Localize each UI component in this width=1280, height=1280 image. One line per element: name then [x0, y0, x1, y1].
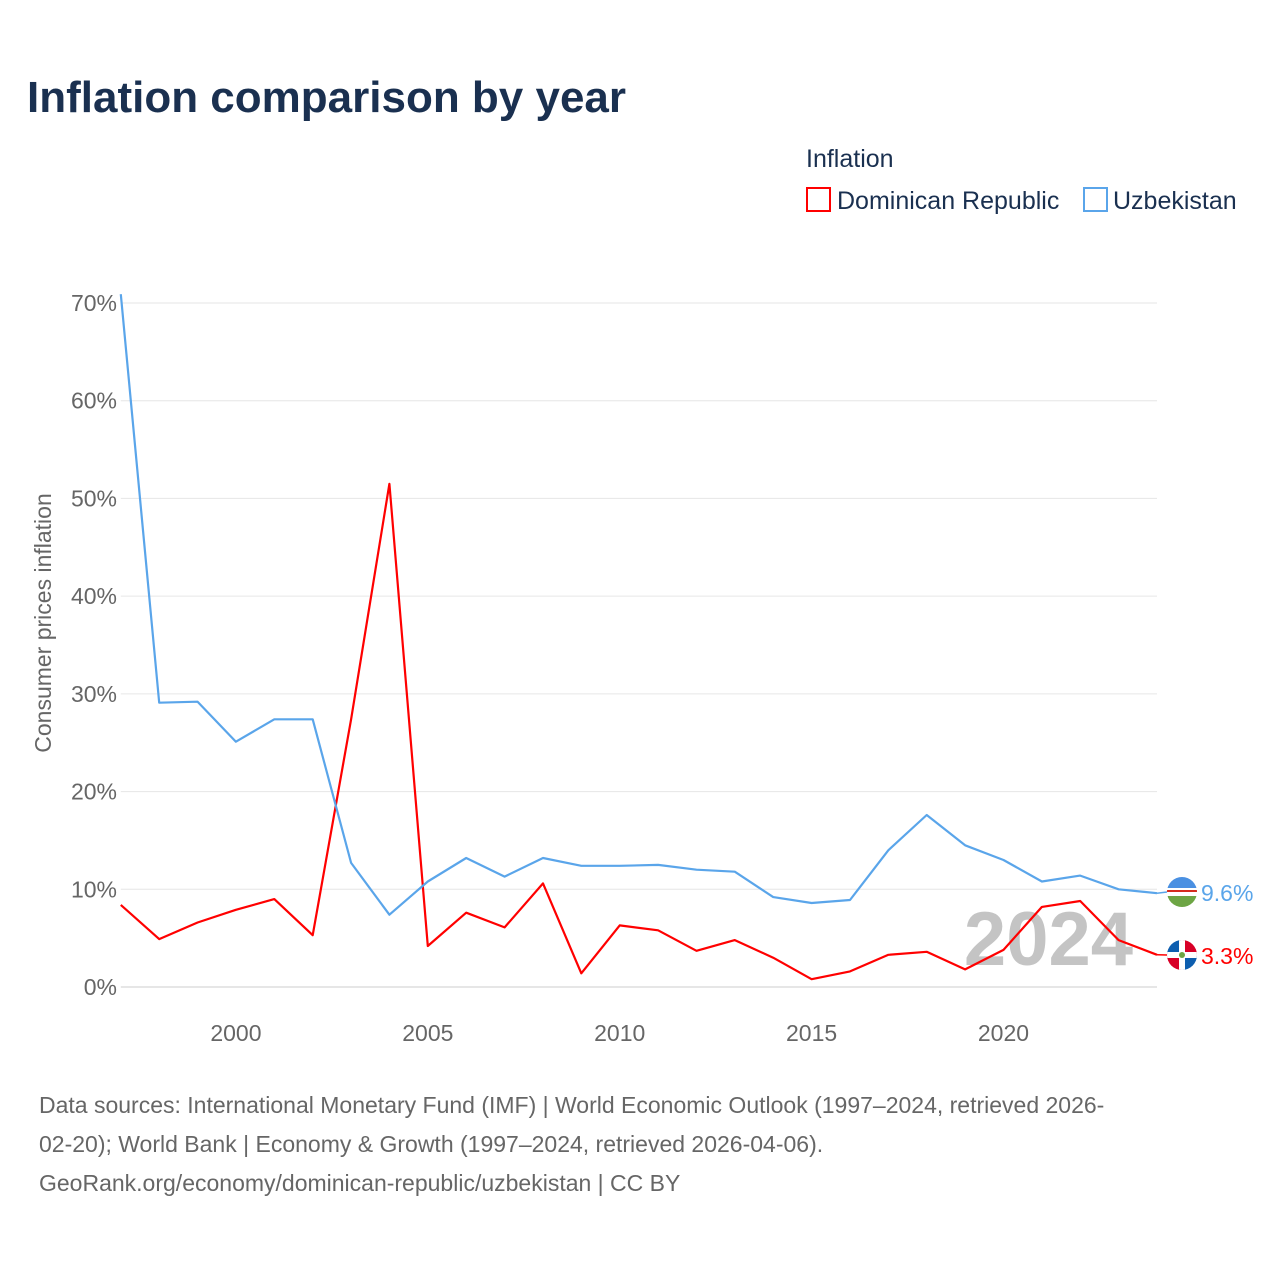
y-axis-label: Consumer prices inflation	[30, 493, 56, 753]
legend-swatch	[806, 187, 831, 212]
gridlines	[120, 302, 1157, 988]
legend-swatch	[1083, 187, 1108, 212]
legend-item-uzbekistan[interactable]: Uzbekistan	[1083, 187, 1237, 215]
chart-title: Inflation comparison by year	[27, 73, 626, 122]
end-connector-uzbekistan	[1156, 891, 1168, 894]
end-labels: 3.3% 9.6%	[1156, 880, 1253, 969]
footer-sources-line1: Data sources: International Monetary Fun…	[39, 1092, 1104, 1118]
uzbekistan-flag-icon	[1167, 877, 1197, 907]
x-axis: 2000 2005 2010 2015 2020	[210, 1020, 1029, 1046]
footer-attribution-link[interactable]: GeoRank.org/economy/dominican-republic/u…	[39, 1170, 680, 1196]
legend-title: Inflation	[806, 145, 894, 173]
y-tick-label: 60%	[71, 388, 117, 414]
x-tick-label: 2005	[402, 1020, 453, 1046]
y-tick-label: 10%	[71, 876, 117, 902]
x-tick-label: 2000	[210, 1020, 261, 1046]
dominican-republic-flag-icon	[1167, 940, 1197, 970]
footer-sources-line2: 02-20); World Bank | Economy & Growth (1…	[39, 1131, 823, 1157]
x-tick-label: 2010	[594, 1020, 645, 1046]
y-tick-label: 50%	[71, 485, 117, 511]
y-tick-label: 0%	[84, 974, 117, 1000]
end-value-label-dominican-republic: 3.3%	[1201, 943, 1253, 969]
x-tick-label: 2020	[978, 1020, 1029, 1046]
legend-label: Uzbekistan	[1113, 187, 1237, 215]
legend-label: Dominican Republic	[837, 187, 1059, 215]
y-axis: 0% 10% 20% 30% 40% 50% 60% 70%	[71, 290, 117, 1000]
y-tick-label: 70%	[71, 290, 117, 316]
y-tick-label: 40%	[71, 583, 117, 609]
x-tick-label: 2015	[786, 1020, 837, 1046]
end-value-label-uzbekistan: 9.6%	[1201, 880, 1253, 906]
series-line-uzbekistan	[119, 294, 1158, 916]
y-tick-label: 20%	[71, 779, 117, 805]
year-watermark: 2024	[964, 897, 1133, 982]
legend-item-dominican-republic[interactable]: Dominican Republic	[806, 187, 1059, 215]
series-lines	[119, 294, 1158, 981]
y-tick-label: 30%	[71, 681, 117, 707]
series-line-dominican-republic	[120, 482, 1158, 981]
